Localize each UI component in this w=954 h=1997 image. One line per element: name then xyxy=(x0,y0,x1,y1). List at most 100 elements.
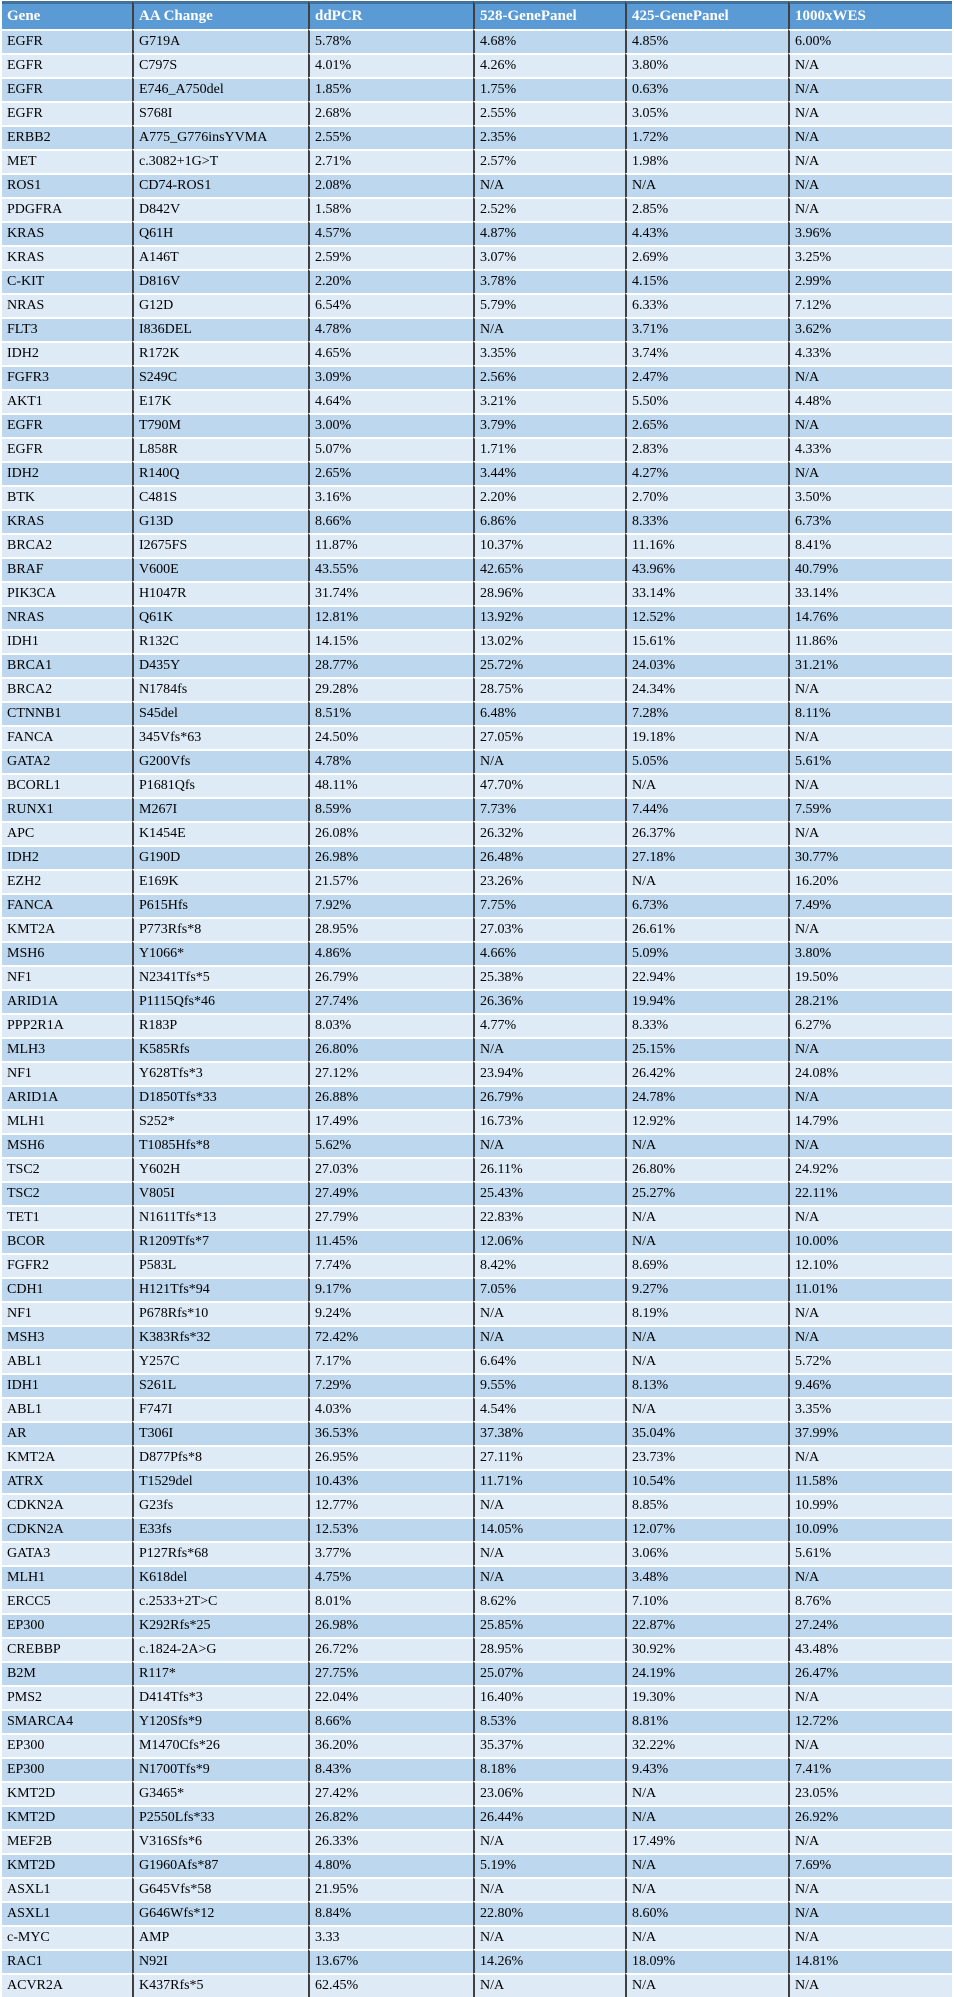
table-row: IDH2 R140Q 2.65% 3.44% 4.27% N/A xyxy=(2,461,952,485)
cell-ddpcr: 4.86% xyxy=(308,941,473,965)
cell-1000xwes: 11.86% xyxy=(788,629,952,653)
cell-aa-change: V316Sfs*6 xyxy=(132,1829,308,1853)
cell-aa-change: R183P xyxy=(132,1013,308,1037)
cell-gene: KRAS xyxy=(2,245,132,269)
cell-gene: NF1 xyxy=(2,1061,132,1085)
cell-gene: NRAS xyxy=(2,293,132,317)
table-row: MLH1 K618del 4.75% N/A 3.48% N/A xyxy=(2,1565,952,1589)
cell-ddpcr: 26.33% xyxy=(308,1829,473,1853)
cell-gene: CTNNB1 xyxy=(2,701,132,725)
cell-gene: EP300 xyxy=(2,1757,132,1781)
cell-aa-change: P615Hfs xyxy=(132,893,308,917)
cell-425-genepanel: 2.85% xyxy=(625,197,788,221)
cell-528-genepanel: 28.96% xyxy=(473,581,625,605)
table-row: MEF2B V316Sfs*6 26.33% N/A 17.49% N/A xyxy=(2,1829,952,1853)
cell-1000xwes: 5.61% xyxy=(788,1541,952,1565)
cell-ddpcr: 8.03% xyxy=(308,1013,473,1037)
cell-ddpcr: 27.42% xyxy=(308,1781,473,1805)
cell-528-genepanel: 3.35% xyxy=(473,341,625,365)
cell-425-genepanel: N/A xyxy=(625,1805,788,1829)
cell-aa-change: C797S xyxy=(132,53,308,77)
cell-ddpcr: 4.01% xyxy=(308,53,473,77)
cell-gene: KRAS xyxy=(2,221,132,245)
cell-425-genepanel: N/A xyxy=(625,1229,788,1253)
cell-528-genepanel: 2.56% xyxy=(473,365,625,389)
table-row: EZH2 E169K 21.57% 23.26% N/A 16.20% xyxy=(2,869,952,893)
cell-ddpcr: 2.20% xyxy=(308,269,473,293)
cell-1000xwes: 23.05% xyxy=(788,1781,952,1805)
cell-gene: MLH1 xyxy=(2,1109,132,1133)
header-cell-gene: Gene xyxy=(2,1,132,29)
cell-528-genepanel: N/A xyxy=(473,1973,625,1997)
table-row: IDH2 G190D 26.98% 26.48% 27.18% 30.77% xyxy=(2,845,952,869)
cell-ddpcr: 6.54% xyxy=(308,293,473,317)
cell-aa-change: K292Rfs*25 xyxy=(132,1613,308,1637)
header-cell-ddpcr: ddPCR xyxy=(308,1,473,29)
cell-aa-change: S768I xyxy=(132,101,308,125)
table-row: CDH1 H121Tfs*94 9.17% 7.05% 9.27% 11.01% xyxy=(2,1277,952,1301)
table-row: KMT2D P2550Lfs*33 26.82% 26.44% N/A 26.9… xyxy=(2,1805,952,1829)
cell-1000xwes: 3.62% xyxy=(788,317,952,341)
cell-528-genepanel: 4.54% xyxy=(473,1397,625,1421)
cell-1000xwes: 7.49% xyxy=(788,893,952,917)
cell-aa-change: Y120Sfs*9 xyxy=(132,1709,308,1733)
cell-gene: NRAS xyxy=(2,605,132,629)
cell-ddpcr: 48.11% xyxy=(308,773,473,797)
cell-1000xwes: N/A xyxy=(788,677,952,701)
cell-ddpcr: 8.59% xyxy=(308,797,473,821)
cell-528-genepanel: 5.79% xyxy=(473,293,625,317)
cell-1000xwes: 37.99% xyxy=(788,1421,952,1445)
cell-528-genepanel: 26.44% xyxy=(473,1805,625,1829)
cell-ddpcr: 11.45% xyxy=(308,1229,473,1253)
cell-ddpcr: 3.77% xyxy=(308,1541,473,1565)
header-cell-1000xwes: 1000xWES xyxy=(788,1,952,29)
cell-gene: KMT2D xyxy=(2,1781,132,1805)
cell-1000xwes: 3.50% xyxy=(788,485,952,509)
cell-1000xwes: 24.92% xyxy=(788,1157,952,1181)
cell-425-genepanel: N/A xyxy=(625,1325,788,1349)
cell-425-genepanel: 2.69% xyxy=(625,245,788,269)
cell-528-genepanel: 8.53% xyxy=(473,1709,625,1733)
cell-1000xwes: 4.48% xyxy=(788,389,952,413)
cell-gene: IDH1 xyxy=(2,1373,132,1397)
cell-425-genepanel: 5.50% xyxy=(625,389,788,413)
cell-425-genepanel: 8.85% xyxy=(625,1493,788,1517)
cell-gene: MSH6 xyxy=(2,941,132,965)
cell-528-genepanel: 2.20% xyxy=(473,485,625,509)
cell-aa-change: M267I xyxy=(132,797,308,821)
cell-425-genepanel: 11.16% xyxy=(625,533,788,557)
cell-gene: GATA2 xyxy=(2,749,132,773)
table-row: ASXL1 G645Vfs*58 21.95% N/A N/A N/A xyxy=(2,1877,952,1901)
cell-aa-change: K585Rfs xyxy=(132,1037,308,1061)
cell-ddpcr: 5.62% xyxy=(308,1133,473,1157)
table-row: ROS1 CD74-ROS1 2.08% N/A N/A N/A xyxy=(2,173,952,197)
cell-528-genepanel: 25.43% xyxy=(473,1181,625,1205)
cell-1000xwes: 27.24% xyxy=(788,1613,952,1637)
cell-1000xwes: 6.27% xyxy=(788,1013,952,1037)
table-row: KMT2D G1960Afs*87 4.80% 5.19% N/A 7.69% xyxy=(2,1853,952,1877)
table-row: FANCA P615Hfs 7.92% 7.75% 6.73% 7.49% xyxy=(2,893,952,917)
cell-425-genepanel: 7.10% xyxy=(625,1589,788,1613)
cell-528-genepanel: 9.55% xyxy=(473,1373,625,1397)
table-row: NF1 Y628Tfs*3 27.12% 23.94% 26.42% 24.08… xyxy=(2,1061,952,1085)
cell-1000xwes: 3.25% xyxy=(788,245,952,269)
table-row: MET c.3082+1G>T 2.71% 2.57% 1.98% N/A xyxy=(2,149,952,173)
cell-1000xwes: N/A xyxy=(788,917,952,941)
cell-ddpcr: 26.08% xyxy=(308,821,473,845)
table-row: ERBB2 A775_G776insYVMA 2.55% 2.35% 1.72%… xyxy=(2,125,952,149)
cell-gene: KMT2D xyxy=(2,1853,132,1877)
table-row: TSC2 Y602H 27.03% 26.11% 26.80% 24.92% xyxy=(2,1157,952,1181)
cell-ddpcr: 4.75% xyxy=(308,1565,473,1589)
cell-1000xwes: 10.09% xyxy=(788,1517,952,1541)
cell-gene: EGFR xyxy=(2,413,132,437)
cell-1000xwes: N/A xyxy=(788,1445,952,1469)
cell-aa-change: G645Vfs*58 xyxy=(132,1877,308,1901)
cell-528-genepanel: 13.92% xyxy=(473,605,625,629)
cell-ddpcr: 26.72% xyxy=(308,1637,473,1661)
cell-aa-change: c.1824-2A>G xyxy=(132,1637,308,1661)
cell-425-genepanel: 12.52% xyxy=(625,605,788,629)
cell-gene: EGFR xyxy=(2,437,132,461)
cell-aa-change: D816V xyxy=(132,269,308,293)
cell-aa-change: A775_G776insYVMA xyxy=(132,125,308,149)
cell-425-genepanel: 3.48% xyxy=(625,1565,788,1589)
